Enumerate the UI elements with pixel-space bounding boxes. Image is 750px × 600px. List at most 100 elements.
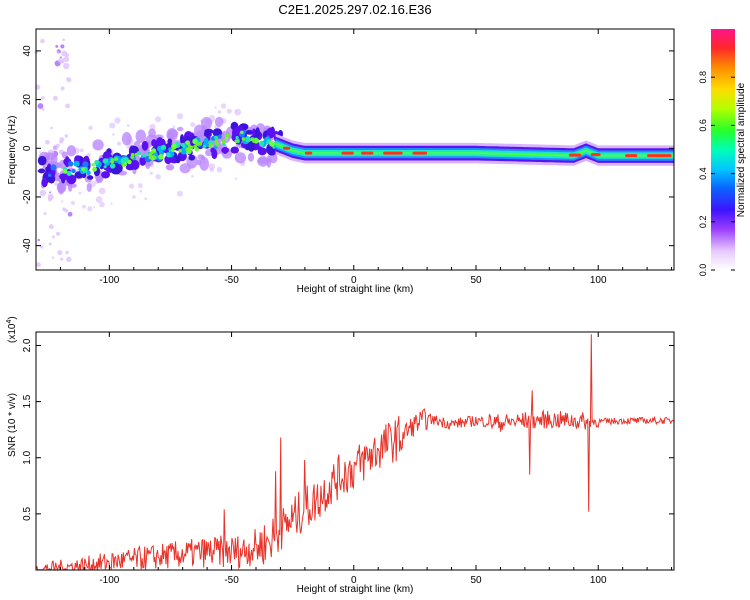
spectrogram-halo-blob	[57, 181, 65, 195]
spectrogram-peak-blob	[160, 144, 167, 150]
spectrogram-noise-blob	[60, 44, 65, 49]
spectrogram-noise-blob	[64, 134, 69, 138]
spectrogram-noise-blob	[214, 106, 217, 109]
colorbar-gradient	[711, 29, 735, 270]
spectrogram-noise-blob	[139, 189, 143, 193]
spectrogram-band-blob	[175, 155, 181, 164]
spectrogram-band-blob	[210, 147, 216, 154]
spectrogram-band-blob	[101, 171, 111, 179]
spectrogram-band-blob	[221, 147, 229, 154]
spectrogram-hot-spot	[590, 153, 601, 157]
spectrogram-peak-blob	[225, 133, 230, 138]
spectrogram-peak-blob	[187, 145, 192, 149]
spectrogram-noise-blob	[65, 250, 69, 255]
spectrogram-noise-blob	[79, 148, 84, 153]
spectrogram-halo-blob	[121, 132, 132, 146]
colorbar-label: Normalized spectral amplitude	[736, 82, 747, 217]
spectrogram-peak-blob	[170, 148, 175, 153]
snr-y-ticks: 0.5 1.0 1.5 2.0	[22, 338, 674, 521]
spectrogram-noise-blob	[112, 133, 115, 136]
spectrogram-noise-blob	[63, 62, 70, 70]
spectrogram-band-blob	[168, 147, 172, 151]
figure-title: C2E1.2025.297.02.16.E36	[278, 2, 431, 17]
spectrogram-band-blob	[59, 173, 69, 181]
spectrogram-peak-blob	[235, 136, 239, 140]
spectrogram-peak-blob	[134, 152, 139, 157]
spectrogram-peak-blob	[62, 169, 68, 174]
spectrogram-noise-blob	[234, 177, 238, 180]
spectrogram-band-blob	[245, 129, 254, 135]
spectrogram-y-tick-label: 0	[22, 145, 33, 151]
spectrogram-halo-blob	[148, 128, 156, 138]
spectrogram-halo-blob	[234, 152, 247, 164]
spectrogram-hot-spot	[625, 154, 638, 158]
spectrogram-noise-blob	[35, 84, 41, 90]
spectrogram-noise-blob	[88, 125, 93, 131]
spectrogram-noise-blob	[70, 201, 75, 206]
spectrogram-band-blob	[41, 177, 48, 188]
spectrogram-halo-blob	[200, 155, 205, 160]
spectrogram-halo-blob	[69, 183, 77, 188]
snr-marks	[35, 334, 674, 572]
spectrogram-band-blob	[82, 161, 89, 168]
spectrogram-halo-blob	[44, 152, 56, 161]
spectrogram-band-blob	[50, 164, 57, 171]
spectrogram-noise-blob	[37, 238, 40, 242]
spectrogram-band-blob	[188, 154, 196, 161]
spectrogram-band-blob	[180, 138, 186, 144]
spectrogram-noise-blob	[63, 56, 70, 63]
spectrogram-peak-blob	[171, 143, 177, 150]
spectrogram-peak-blob	[102, 158, 109, 164]
spectrogram-hot-spot	[383, 151, 403, 155]
spectrogram-halo-blob	[257, 157, 269, 165]
spectrogram-band-blob	[139, 156, 147, 166]
spectrogram-noise-blob	[61, 200, 64, 203]
snr-x-ticks: -100 -50 0 50 100	[59, 332, 673, 586]
spectrogram-noise-blob	[59, 137, 65, 143]
spectrogram-band-blob	[141, 140, 149, 151]
spectrogram-halo-blob	[66, 145, 77, 157]
spectrogram-halo-blob	[92, 139, 104, 151]
spectrogram-hot-spot	[647, 154, 672, 158]
spectrogram-noise-blob	[109, 122, 116, 129]
colorbar-tick-label: 0.0	[698, 264, 708, 277]
spectrogram-hot-spot	[361, 151, 374, 155]
spectrogram-band-blob	[203, 138, 209, 143]
spectrogram-peak-blob	[214, 135, 218, 140]
spectrogram-halo-blob	[247, 152, 255, 162]
spectrogram-noise-blob	[40, 38, 45, 44]
spectrogram-peak-blob	[114, 157, 118, 161]
spectrogram-noise-blob	[149, 171, 153, 175]
spectrogram-noise-blob	[87, 206, 93, 212]
spectrogram-noise-blob	[234, 108, 242, 116]
spectrogram-noise-blob	[66, 77, 72, 83]
spectrogram-halo-blob	[199, 157, 210, 171]
spectrogram-band-blob	[217, 134, 222, 139]
spectrogram-band-blob	[86, 175, 94, 180]
spectrogram-noise-blob	[45, 139, 50, 145]
spectrogram-peak-blob	[158, 154, 164, 160]
spectrogram-noise-blob	[48, 224, 54, 230]
spectrogram-y-tick-label: 20	[22, 94, 33, 106]
spectrogram-hot-spot	[304, 151, 313, 155]
spectrogram-band-blob	[71, 168, 76, 174]
spectrogram-noise-blob	[41, 107, 45, 111]
spectrogram-peak-blob	[185, 140, 190, 145]
spectrogram-noise-blob	[39, 189, 46, 197]
snr-x-tick-label: 0	[351, 575, 357, 586]
spectrogram-peak-blob	[142, 153, 147, 158]
spectrogram-noise-blob	[191, 175, 194, 178]
spectrogram-noise-blob	[209, 167, 215, 172]
spectrogram-peak-blob	[202, 145, 206, 149]
spectrogram-noise-blob	[82, 204, 86, 209]
spectrogram-noise-blob	[149, 123, 156, 130]
spectrogram-band-blob	[67, 161, 74, 167]
spectrogram-peak-blob	[222, 142, 226, 146]
spectrogram-peak-blob	[148, 155, 153, 160]
spectrogram-halo-blob	[196, 159, 202, 166]
spectrogram-band-blob	[48, 173, 52, 177]
snr-y-label: SNR (10 * v/v)	[7, 393, 18, 457]
spectrogram-x-tick-label: -100	[99, 275, 119, 286]
spectrogram-hot-spot	[412, 151, 428, 155]
spectrogram-noise-blob	[39, 150, 42, 153]
